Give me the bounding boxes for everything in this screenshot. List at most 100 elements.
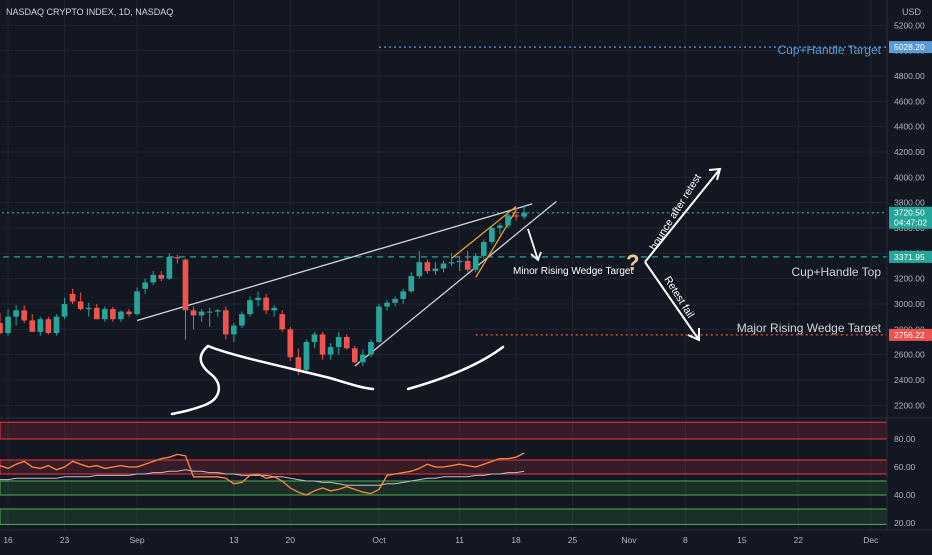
- candle-up: [198, 311, 205, 316]
- candle-down: [513, 215, 519, 217]
- wedge-breakdown-arrow: [527, 228, 542, 262]
- candle-down: [174, 257, 181, 259]
- level-label-cup-handle-top: Cup+Handle Top: [791, 265, 881, 279]
- candle-down: [77, 301, 84, 310]
- rsi-band: [0, 480, 888, 496]
- horizontal-levels: [0, 46, 887, 367]
- handle-upper-trendline: [451, 205, 517, 259]
- rsi-tick-label: 80.00: [894, 434, 916, 444]
- candle-up: [13, 310, 19, 317]
- candle-up: [472, 255, 479, 270]
- wedge-upper-trendline: [136, 203, 533, 322]
- time-tick-label: Dec: [863, 535, 879, 545]
- annotation-question-mark: ?: [626, 250, 639, 275]
- time-tick-label: 16: [3, 535, 13, 545]
- price-tick-label: 4800.00: [894, 71, 925, 81]
- time-tick-label: 11: [455, 535, 464, 545]
- candle-up: [480, 241, 487, 256]
- cup-curve-drawing: [170, 344, 220, 416]
- rsi-tick-label: 60.00: [894, 462, 916, 472]
- currency-label[interactable]: USD: [902, 7, 922, 17]
- time-tick-label: Oct: [372, 535, 386, 545]
- candle-up: [231, 325, 237, 335]
- handle-curve-drawing: [406, 345, 505, 391]
- candle-up: [150, 274, 157, 283]
- price-badge: [889, 250, 932, 263]
- candle-up: [255, 297, 261, 301]
- candle-down: [343, 336, 350, 349]
- rsi-layer: [0, 452, 525, 496]
- candle-up: [142, 282, 148, 289]
- candle-down: [424, 262, 431, 272]
- candle-down: [69, 293, 76, 302]
- price-badge-label: 3371.95: [894, 252, 925, 262]
- candle-up: [456, 260, 463, 263]
- candle-down: [351, 348, 358, 363]
- price-tick-label: 2200.00: [894, 400, 925, 410]
- candle-down: [0, 323, 3, 334]
- candle-up: [239, 314, 245, 326]
- price-countdown-label: 04:47:02: [894, 218, 927, 228]
- time-tick-label: 20: [286, 535, 296, 545]
- price-badge: [889, 206, 932, 229]
- rsi-band: [0, 508, 888, 525]
- price-badge: [889, 328, 932, 341]
- candle-down: [93, 307, 100, 320]
- rsi-line: [0, 452, 525, 496]
- candle-down: [222, 310, 229, 335]
- time-tick-label: Nov: [621, 535, 637, 545]
- candle-down: [464, 260, 471, 270]
- cup-bottom-drawing: [206, 344, 375, 391]
- time-tick-label: 18: [511, 535, 521, 545]
- candle-down: [279, 314, 286, 330]
- price-badge-label: 5028.20: [894, 42, 925, 52]
- candle-up: [392, 298, 398, 303]
- price-tick-label: 5200.00: [894, 20, 925, 30]
- price-badge-label: 3720.50: [894, 208, 925, 218]
- rsi-bands: [0, 421, 888, 525]
- candle-up: [327, 347, 334, 355]
- time-tick-label: 23: [60, 535, 70, 545]
- candle-up: [206, 311, 213, 313]
- candle-down: [45, 319, 52, 334]
- price-tick-label: 4600.00: [894, 96, 925, 106]
- candle-up: [360, 354, 366, 363]
- candle-down: [287, 329, 294, 358]
- candle-down: [295, 357, 302, 370]
- candle-up: [384, 302, 390, 307]
- wedge-lower-trendline: [354, 200, 557, 367]
- price-badge: [889, 41, 932, 54]
- retest-fail-arrow: [644, 261, 700, 342]
- bounce-arrow: [644, 167, 722, 263]
- candle-down: [263, 297, 269, 311]
- time-tick-label: 15: [737, 535, 747, 545]
- candle-up: [118, 311, 124, 320]
- candle-up: [440, 263, 447, 269]
- rsi-tick-label: 20.00: [894, 518, 916, 528]
- rsi-tick-label: 40.00: [894, 490, 916, 500]
- candle-down: [158, 274, 165, 279]
- candle-up: [432, 268, 439, 272]
- price-tick-label: 3000.00: [894, 299, 925, 309]
- candle-up: [448, 262, 455, 264]
- candle-up: [489, 228, 495, 242]
- price-tick-label: 4200.00: [894, 147, 925, 157]
- candle-up: [303, 342, 310, 370]
- candle-up: [85, 307, 92, 310]
- candle-up: [166, 257, 173, 279]
- rsi-band: [0, 421, 888, 440]
- candle-up: [247, 300, 253, 315]
- candle-down: [110, 309, 116, 320]
- price-badge-label: 2756.22: [894, 330, 925, 340]
- annotation-minor-wedge-target: Minor Rising Wedge Target: [513, 266, 633, 277]
- drawings: [170, 167, 722, 416]
- candle-up: [37, 319, 44, 332]
- candle-up: [521, 212, 527, 217]
- candle-up: [335, 336, 342, 348]
- time-tick-label: 13: [229, 535, 239, 545]
- candles: [0, 205, 527, 375]
- axes: [0, 0, 932, 531]
